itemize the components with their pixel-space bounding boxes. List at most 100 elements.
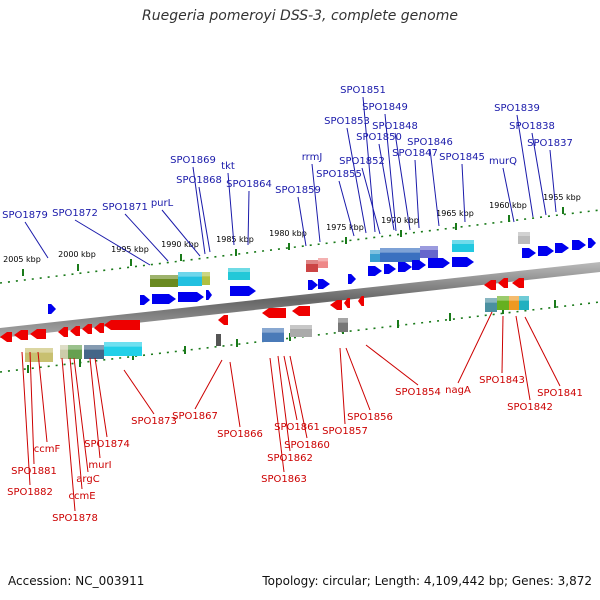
forward-gene-label: SPO1864	[226, 179, 272, 190]
feature-block-highlight	[452, 240, 474, 244]
feature-block-highlight	[485, 298, 497, 303]
reverse-gene-label: SPO1842	[507, 402, 553, 413]
feature-block	[104, 342, 142, 356]
ruler-tick-label: 1965 kbp	[436, 209, 474, 218]
reverse-gene-label: SPO1843	[479, 375, 525, 386]
reverse-gene-label: SPO1881	[11, 466, 57, 477]
forward-gene-arrow	[452, 257, 474, 267]
forward-label-leader	[338, 180, 355, 237]
forward-gene-label: purL	[151, 198, 174, 209]
reverse-gene-label: SPO1873	[131, 416, 177, 427]
reverse-label-leader	[69, 357, 83, 490]
forward-gene-label: SPO1845	[439, 152, 485, 163]
reverse-gene-label: ccmE	[68, 491, 95, 502]
feature-block	[25, 348, 53, 362]
gene-labels: SPO1879 SPO1872 SPO1871 purL SPO1869 SPO1868 t…	[2, 85, 583, 524]
reverse-gene-arrow	[262, 308, 286, 318]
forward-gene-arrow	[522, 248, 536, 258]
reverse-gene-label: SPO1863	[261, 474, 307, 485]
ruler-tick-label: 1985 kbp	[216, 235, 254, 244]
reverse-gene-arrow	[484, 280, 496, 290]
feature-block-highlight	[306, 260, 318, 264]
reverse-label-leader	[123, 369, 155, 415]
feature-block	[228, 268, 250, 280]
forward-gene-arrow	[368, 266, 382, 276]
reverse-label-leader	[269, 357, 285, 473]
reverse-gene-label: SPO1841	[537, 388, 583, 399]
reverse-label-leader	[94, 357, 108, 438]
feature-block-highlight	[518, 232, 530, 236]
reverse-gene-label: SPO1867	[172, 411, 218, 422]
feature-block-highlight	[25, 348, 53, 353]
feature-block-highlight	[178, 272, 202, 277]
reverse-gene-arrow	[58, 327, 68, 337]
feature-block	[306, 260, 318, 272]
forward-label-leader	[124, 213, 169, 262]
forward-label-leader	[394, 132, 411, 231]
reverse-label-leader	[339, 347, 346, 425]
forward-gene-arrow	[178, 292, 204, 302]
ruler-tick-label: 1960 kbp	[489, 201, 527, 210]
forward-gene-arrow	[398, 262, 412, 272]
forward-gene-label: SPO1848	[372, 121, 418, 132]
reverse-label-leader	[229, 361, 241, 428]
ruler-tick-label: 2005 kbp	[3, 255, 41, 264]
forward-gene-label: SPO1839	[494, 103, 540, 114]
reverse-label-leader	[283, 355, 298, 421]
feature-block-highlight	[380, 248, 420, 253]
reverse-label-leader	[37, 351, 48, 443]
feature-block-highlight	[420, 246, 438, 250]
forward-gene-arrow	[555, 243, 569, 253]
forward-gene-arrow	[428, 258, 450, 268]
forward-gene-label: SPO1871	[102, 202, 148, 213]
forward-gene-label: SPO1869	[170, 155, 216, 166]
reverse-gene-label: SPO1874	[84, 439, 130, 450]
feature-block	[370, 250, 380, 262]
feature-block	[262, 328, 284, 342]
forward-gene-label: SPO1859	[275, 185, 321, 196]
feature-block	[60, 345, 68, 359]
reverse-label-leader	[89, 357, 101, 459]
forward-gene-arrow	[48, 304, 56, 314]
feature-blocks	[25, 232, 530, 362]
map-title: Ruegeria pomeroyi DSS-3, complete genome	[142, 8, 458, 24]
reverse-gene-label: murI	[88, 460, 111, 471]
forward-label-leader	[549, 149, 557, 213]
feature-block	[518, 232, 530, 244]
forward-label-leader	[502, 167, 515, 223]
ruler-tick-label: 1975 kbp	[326, 223, 364, 232]
feature-block	[150, 275, 178, 287]
reverse-gene-arrow	[82, 324, 92, 334]
reverse-gene-label: SPO1882	[7, 487, 53, 498]
reverse-gene-arrow	[292, 306, 310, 316]
forward-gene-label: SPO1855	[316, 169, 362, 180]
reverse-gene-label: SPO1862	[267, 453, 313, 464]
ruler-tick-label: 1995 kbp	[111, 245, 149, 254]
reverse-gene-arrow	[344, 298, 350, 308]
feature-block	[497, 296, 509, 310]
feature-block-highlight	[497, 296, 509, 301]
accession-text: Accession: NC_003911	[8, 574, 145, 588]
feature-block	[420, 246, 438, 258]
forward-label-leader	[227, 172, 235, 246]
feature-block	[380, 248, 420, 262]
reverse-label-leader	[29, 351, 35, 465]
forward-label-leader	[297, 196, 307, 247]
forward-label-leader	[531, 132, 547, 216]
feature-block	[84, 345, 104, 359]
forward-gene-label: SPO1868	[176, 175, 222, 186]
feature-block-highlight	[150, 275, 178, 279]
reverse-gene-label: ccmF	[34, 444, 61, 455]
forward-label-leader	[346, 127, 367, 234]
forward-gene-arrow	[308, 280, 318, 290]
forward-gene-arrow	[140, 295, 150, 305]
feature-block-highlight	[370, 250, 380, 254]
reverse-gene-label: SPO1866	[217, 429, 263, 440]
reverse-gene-label: SPO1860	[284, 440, 330, 451]
reverse-gene-label: nagA	[445, 385, 471, 396]
feature-block	[338, 318, 348, 332]
forward-label-leader	[74, 219, 151, 266]
reverse-label-leader	[524, 316, 561, 387]
forward-label-leader	[24, 221, 49, 259]
